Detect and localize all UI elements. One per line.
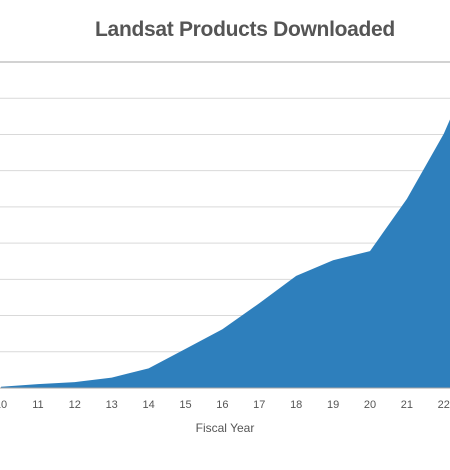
- x-tick-label: 17: [253, 399, 265, 411]
- chart-title: Landsat Products Downloaded: [95, 18, 395, 41]
- x-tick-label: 19: [327, 399, 339, 411]
- x-tick-label: 16: [216, 399, 228, 411]
- x-axis-title: Fiscal Year: [196, 421, 255, 435]
- x-tick-label: 20: [364, 399, 376, 411]
- x-tick-label: 12: [69, 399, 81, 411]
- area-series: [1, 119, 450, 388]
- x-tick-label: 14: [142, 399, 154, 411]
- x-tick-labels: 1011121314151617181920212223: [0, 399, 450, 411]
- x-tick-label: 22: [438, 399, 450, 411]
- x-tick-label: 18: [290, 399, 302, 411]
- x-tick-label: 13: [106, 399, 118, 411]
- x-tick-label: 11: [32, 399, 43, 411]
- x-tick-label: 21: [401, 399, 413, 411]
- x-tick-label: 10: [0, 399, 7, 411]
- x-tick-label: 15: [179, 399, 191, 411]
